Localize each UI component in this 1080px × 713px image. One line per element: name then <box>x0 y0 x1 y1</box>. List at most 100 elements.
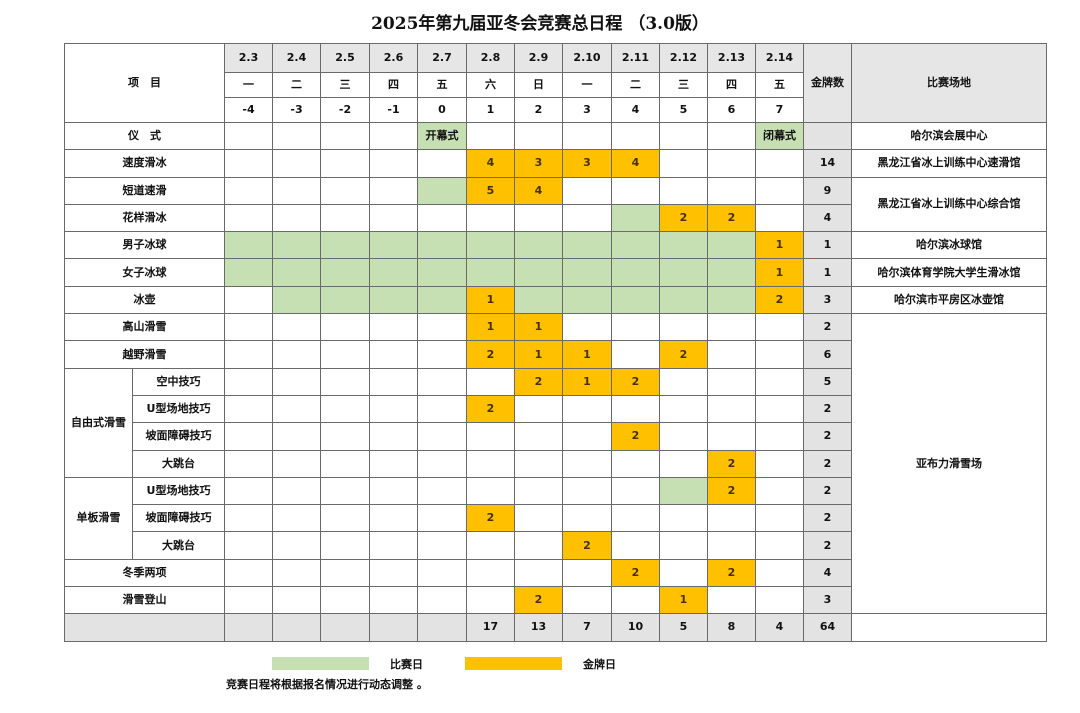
daily-total-cell: 8 <box>707 613 756 642</box>
empty-cell <box>320 422 370 451</box>
event-label: 空中技巧 <box>132 367 225 396</box>
empty-cell <box>224 313 273 342</box>
gold-day-cell: 2 <box>755 285 804 315</box>
empty-cell <box>659 422 708 451</box>
gold-day-cell: 1 <box>659 586 708 615</box>
date-header: 2.12 <box>659 43 708 73</box>
event-label: 坡面障碍技巧 <box>132 504 225 533</box>
header-date-row: 项 目 2.3 2.4 2.5 2.6 2.7 2.8 2.9 2.10 2.11 2.12 2.13… <box>64 43 1047 123</box>
race-day-cell <box>272 231 321 260</box>
empty-cell <box>224 586 273 615</box>
empty-cell <box>272 422 321 451</box>
race-day-cell <box>514 285 563 315</box>
daily-total-cell: 13 <box>514 613 563 642</box>
medal-count-cell: 5 <box>803 367 852 396</box>
empty-cell <box>562 313 612 342</box>
medal-count-cell: 4 <box>803 203 852 233</box>
gold-day-cell: 2 <box>659 203 708 233</box>
empty-cell <box>272 313 321 342</box>
empty-cell <box>369 531 418 560</box>
empty-cell <box>514 476 563 506</box>
gold-day-cell: 5 <box>466 176 515 205</box>
empty-cell <box>466 121 515 151</box>
empty-cell <box>466 476 515 506</box>
gold-day-cell: 2 <box>514 586 563 615</box>
date-header: 2.11 <box>611 43 660 73</box>
empty-cell <box>659 313 708 342</box>
empty-cell <box>417 504 467 533</box>
weekday-header: 五 <box>417 72 467 98</box>
gold-day-cell: 3 <box>562 149 612 178</box>
race-day-cell <box>707 285 756 315</box>
gold-day-cell: 2 <box>466 504 515 533</box>
venue-cell: 哈尔滨市平房区冰壶馆 <box>851 285 1047 315</box>
empty-cell <box>224 176 273 205</box>
empty-cell <box>224 203 273 233</box>
medal-count-cell: 1 <box>803 231 852 260</box>
schedule-table: 项 目 2.3 2.4 2.5 2.6 2.7 2.8 2.9 2.10 2.11 2.12 2.13… <box>64 43 1047 642</box>
weekday-header: 五 <box>755 72 804 98</box>
empty-cell <box>369 313 418 342</box>
weekday-header: 三 <box>659 72 708 98</box>
gold-day-cell: 4 <box>466 149 515 178</box>
empty-cell <box>514 203 563 233</box>
race-day-cell <box>417 258 467 287</box>
medal-count-cell: 3 <box>803 285 852 315</box>
venue-cell: 哈尔滨冰球馆 <box>851 231 1047 260</box>
medal-count-cell: 4 <box>803 558 852 588</box>
venue-header: 比赛场地 <box>851 43 1047 123</box>
empty-cell <box>417 476 467 506</box>
empty-cell <box>514 121 563 151</box>
medal-count-cell: 3 <box>803 586 852 615</box>
empty-cell <box>707 340 756 369</box>
empty-cell <box>369 586 418 615</box>
empty-cell <box>417 203 467 233</box>
event-row: 自由式滑雪 空中技巧 2 1 2 5 <box>64 367 1047 478</box>
empty-cell <box>369 149 418 178</box>
race-day-cell <box>320 258 370 287</box>
empty-cell <box>369 121 418 151</box>
empty-cell <box>417 531 467 560</box>
weekday-header: 六 <box>466 72 515 98</box>
medal-count-cell: 2 <box>803 422 852 451</box>
empty-cell <box>659 367 708 396</box>
race-day-cell <box>514 258 563 287</box>
ceremony-cell: 开幕式 <box>417 121 467 151</box>
empty-cell <box>417 340 467 369</box>
empty-cell <box>272 394 321 424</box>
daily-total-cell: 4 <box>755 613 804 642</box>
empty-cell <box>466 203 515 233</box>
empty-cell <box>369 340 418 369</box>
day-number-header: 5 <box>659 97 708 123</box>
event-label: U型场地技巧 <box>132 476 225 506</box>
empty-cell <box>369 367 418 396</box>
daily-total-cell: 7 <box>562 613 612 642</box>
empty-cell <box>707 149 756 178</box>
empty-cell <box>562 394 612 424</box>
race-day-cell <box>659 231 708 260</box>
empty-cell <box>369 476 418 506</box>
empty-cell <box>272 531 321 560</box>
empty-cell <box>755 504 804 533</box>
event-label: 冰壶 <box>64 285 225 315</box>
day-number-header: -2 <box>320 97 370 123</box>
event-label: 男子冰球 <box>64 231 225 260</box>
gold-day-cell: 1 <box>514 313 563 342</box>
empty-cell <box>320 203 370 233</box>
medal-count-header: 金牌数 <box>803 43 852 123</box>
empty-cell <box>417 313 467 342</box>
empty-cell <box>417 149 467 178</box>
race-day-cell <box>369 258 418 287</box>
date-header: 2.14 <box>755 43 804 73</box>
event-label: 大跳台 <box>132 531 225 560</box>
legend-gold-day-swatch <box>465 657 562 670</box>
empty-cell <box>659 531 708 560</box>
empty-cell <box>755 449 804 478</box>
day-number-header: 7 <box>755 97 804 123</box>
venue-cell: 亚布力滑雪场 <box>851 313 1047 615</box>
gold-day-cell: 2 <box>707 476 756 506</box>
empty-cell <box>562 449 612 478</box>
totals-venue-empty <box>851 613 1047 642</box>
event-row: 速度滑冰 4 3 3 4 14 黑龙江省冰上训练中心速滑馆 <box>64 149 1047 178</box>
weekday-header: 三 <box>320 72 370 98</box>
